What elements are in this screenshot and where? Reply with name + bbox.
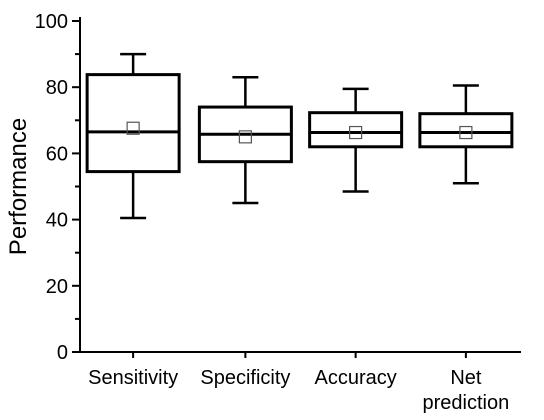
x-category-label: Specificity xyxy=(200,367,290,389)
iqr-box xyxy=(418,112,514,149)
mean-marker xyxy=(126,121,140,135)
x-category-label: Accuracy xyxy=(315,367,397,389)
box-group xyxy=(418,84,514,185)
box-group xyxy=(85,52,181,220)
y-tick-label: 100 xyxy=(35,11,68,33)
box-marks xyxy=(85,52,514,220)
y-tick-label: 60 xyxy=(46,143,68,165)
axes xyxy=(72,17,521,358)
y-tick-label: 20 xyxy=(46,276,68,298)
x-category-label: prediction xyxy=(423,392,510,414)
y-axis-title: Performance xyxy=(5,118,32,255)
y-tick-label: 40 xyxy=(46,210,68,232)
x-category-label: Net xyxy=(450,367,482,389)
box-group xyxy=(308,87,404,193)
y-tick-label: 0 xyxy=(57,342,68,364)
mean-marker xyxy=(459,125,473,140)
iqr-box xyxy=(308,111,404,149)
mean-marker xyxy=(349,125,363,140)
axis-labels: 0 20 40 60 80 100 Performance Sensitivity Specif… xyxy=(5,11,509,414)
x-category-label: Sensitivity xyxy=(88,367,178,389)
box-group xyxy=(197,76,293,205)
y-tick-label: 80 xyxy=(46,77,68,99)
mean-marker xyxy=(238,130,252,144)
iqr-box xyxy=(85,73,181,174)
